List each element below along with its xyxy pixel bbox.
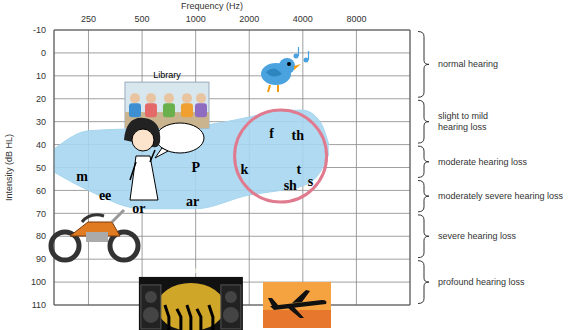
svg-text:ee: ee [99,188,111,203]
svg-text:severe hearing loss: severe hearing loss [438,231,517,241]
svg-text:40: 40 [36,140,46,150]
svg-text:0: 0 [41,48,46,58]
svg-text:10: 10 [36,71,46,81]
svg-text:t: t [297,162,302,177]
svg-text:Intensity (dB HL): Intensity (dB HL) [8,134,14,201]
svg-text:90: 90 [36,254,46,264]
svg-text:k: k [241,162,249,177]
svg-text:30: 30 [36,117,46,127]
svg-text:P: P [191,160,200,175]
svg-text:sh: sh [284,178,297,193]
svg-text:80: 80 [36,231,46,241]
svg-text:hearing loss: hearing loss [438,122,487,132]
svg-text:100: 100 [31,277,46,287]
svg-text:ar: ar [186,194,199,209]
svg-text:2000: 2000 [239,14,259,24]
svg-text:20: 20 [36,94,46,104]
svg-text:110: 110 [32,300,46,310]
svg-text:m: m [76,169,88,184]
svg-text:moderately severe hearing loss: moderately severe hearing loss [438,191,564,201]
svg-text:normal hearing: normal hearing [438,59,498,69]
svg-text:slight to mild: slight to mild [438,111,488,121]
svg-text:-10: -10 [33,25,46,35]
svg-text:60: 60 [36,186,46,196]
svg-text:th: th [292,128,305,143]
svg-text:8000: 8000 [346,14,366,24]
svg-text:s: s [308,174,314,189]
svg-text:Library: Library [153,70,181,80]
svg-text:Frequency (Hz): Frequency (Hz) [181,1,243,11]
svg-text:f: f [269,126,274,141]
svg-text:moderate hearing loss: moderate hearing loss [438,157,528,167]
svg-text:or: or [132,201,145,216]
svg-text:4000: 4000 [293,14,313,24]
svg-text:Band: Band [180,265,201,275]
svg-text:500: 500 [135,14,150,24]
svg-text:250: 250 [81,14,96,24]
svg-text:70: 70 [36,209,46,219]
svg-text:50: 50 [36,163,46,173]
svg-text:profound hearing loss: profound hearing loss [438,277,525,287]
svg-text:1000: 1000 [186,14,206,24]
